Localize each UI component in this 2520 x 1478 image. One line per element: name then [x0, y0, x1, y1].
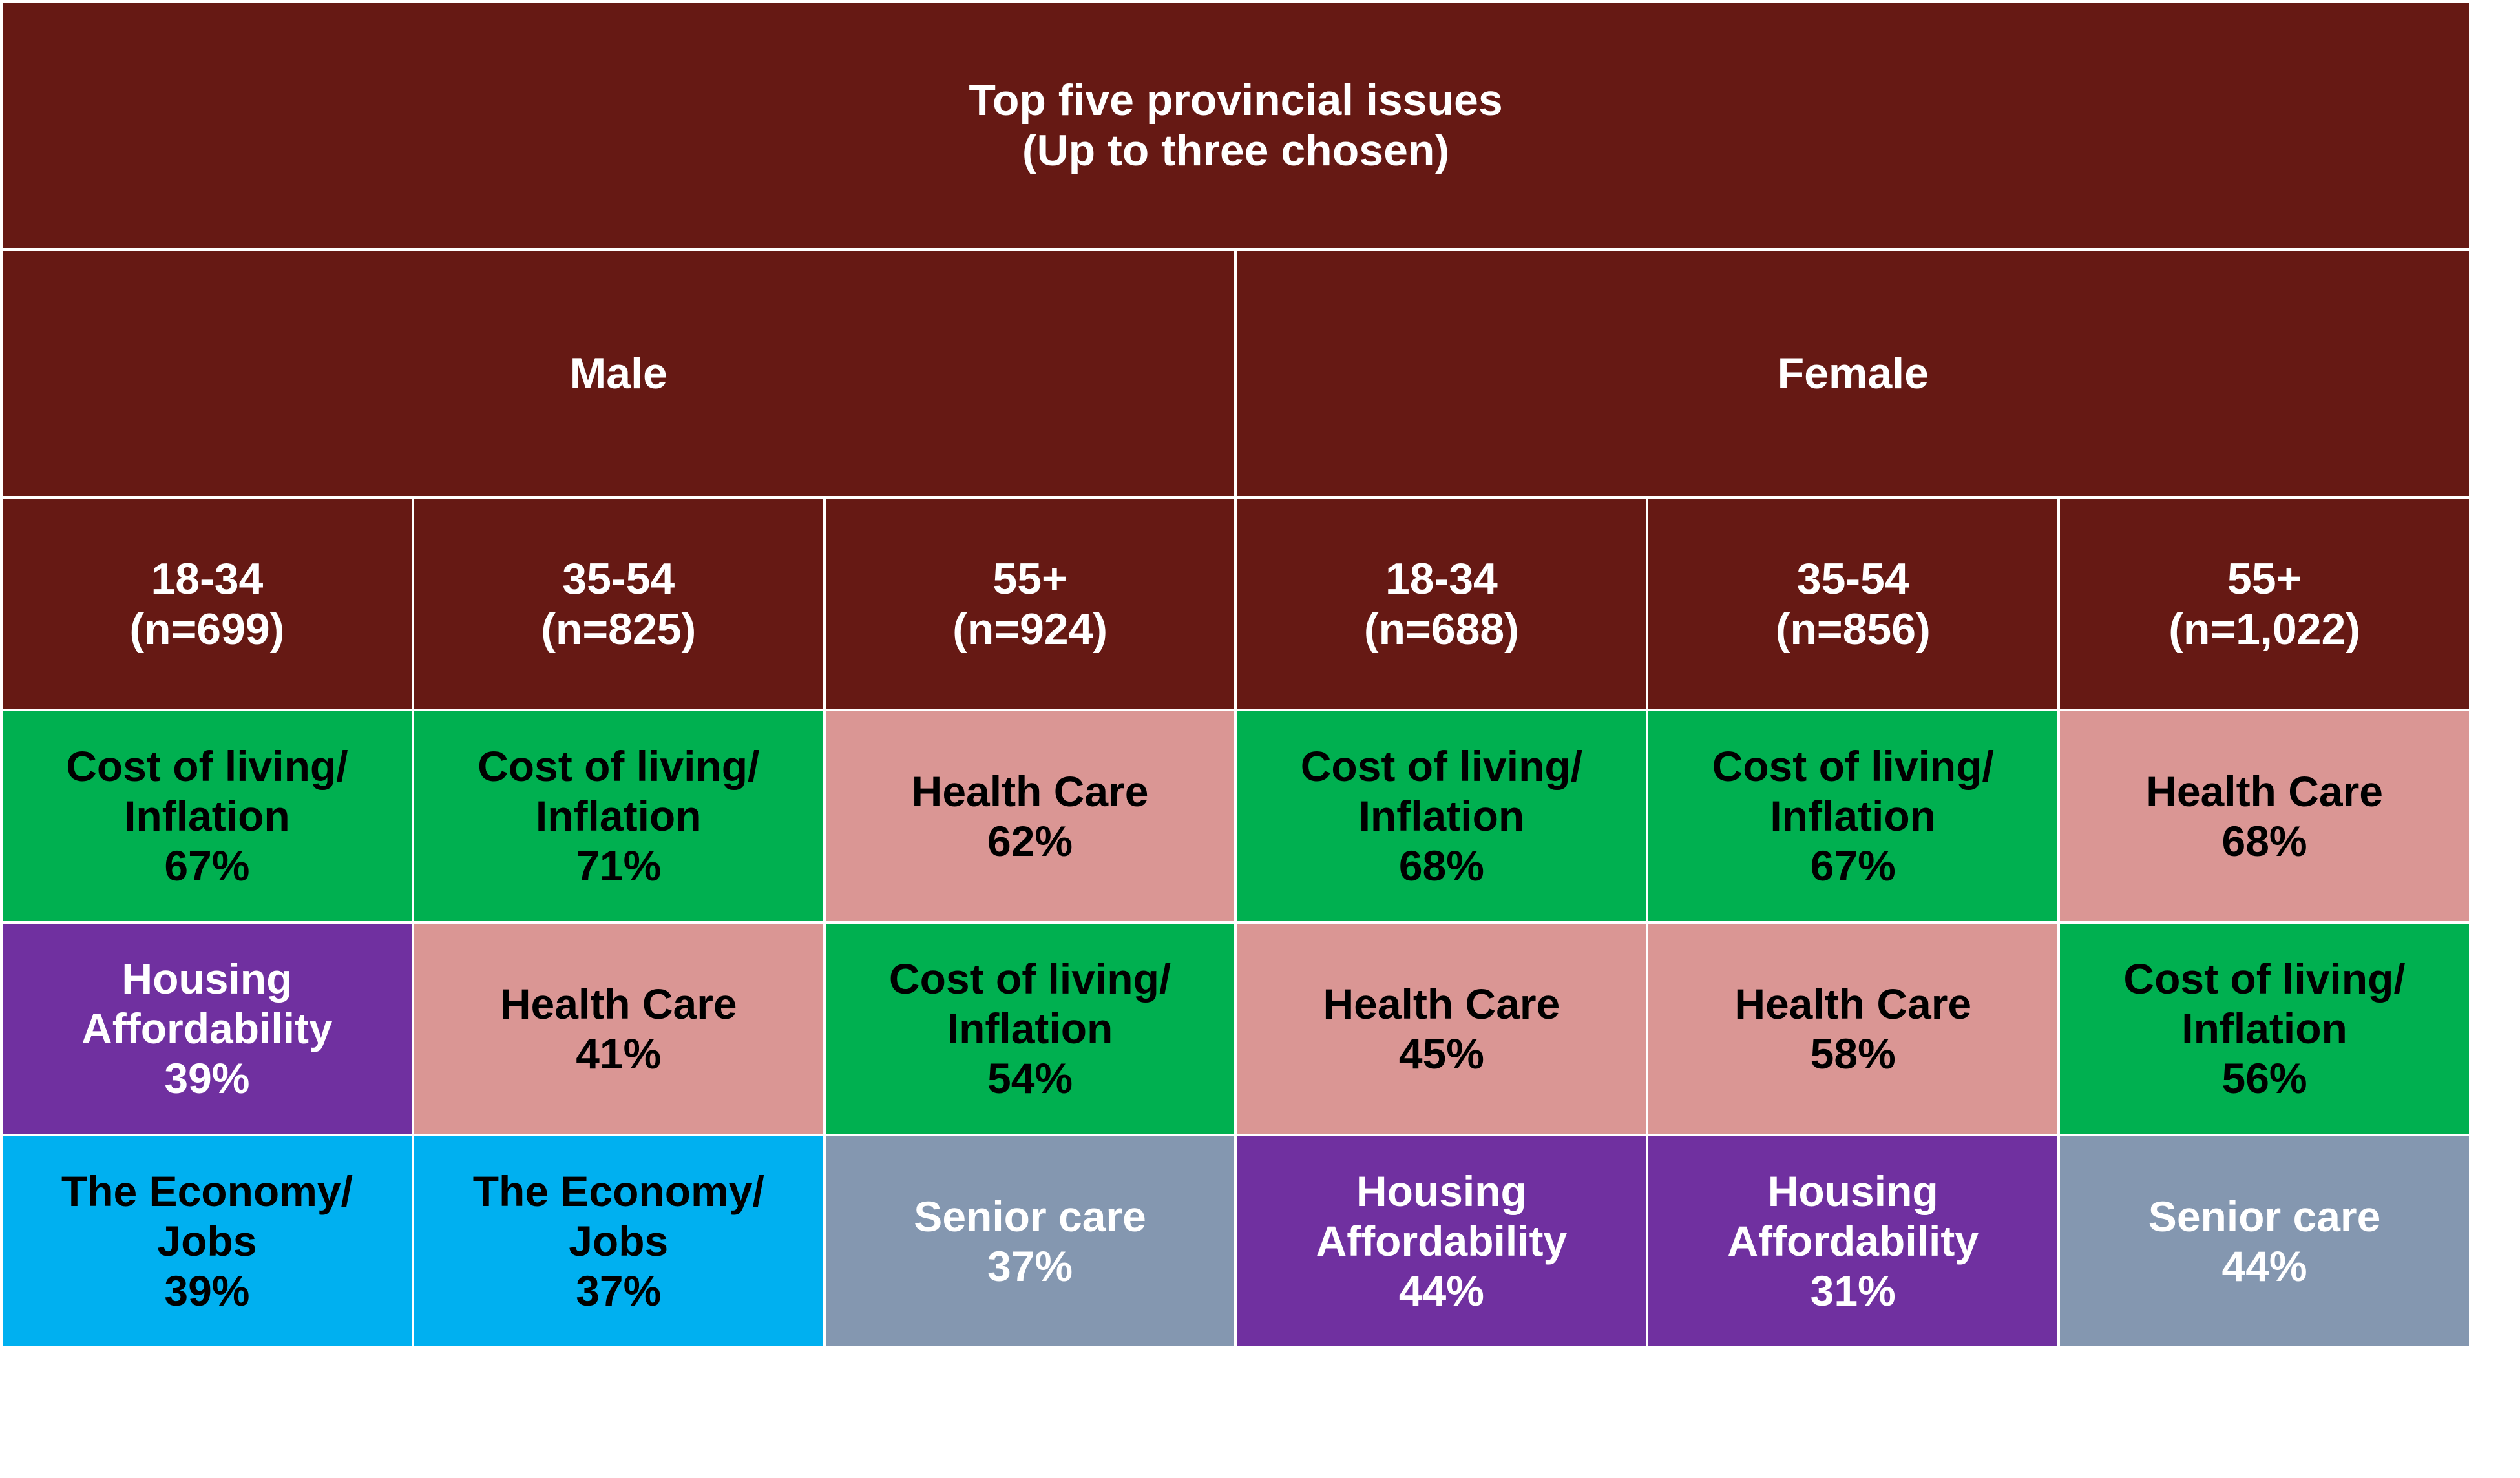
issue-percent: 54%	[987, 1054, 1073, 1102]
issue-cell-cost: Cost of living/Inflation 67%	[1646, 709, 2061, 924]
issue-cell-health: Health Care 58%	[1646, 921, 2061, 1136]
issue-rank-row-2: Housing Affordability 39% Health Care 41% Cos…	[0, 921, 2472, 1136]
sample-size-label: (n=924)	[952, 604, 1108, 654]
issue-label: Health Care	[499, 979, 737, 1028]
issue-percent: 68%	[1398, 842, 1484, 890]
issue-label: Cost of living/	[478, 742, 760, 790]
issue-label: Jobs	[569, 1217, 669, 1265]
gender-header-female: Female	[1234, 248, 2472, 499]
issue-percent: 37%	[987, 1242, 1073, 1290]
issue-cell-health: Health Care 68%	[2057, 709, 2472, 924]
issue-cell-cost: Cost of living/Inflation 71%	[411, 709, 826, 924]
sample-size-label: (n=825)	[541, 604, 697, 654]
issue-rank-row-1: Cost of living/Inflation 67% Cost of livin…	[0, 709, 2472, 924]
issue-percent: 45%	[1398, 1029, 1484, 1077]
issue-cell-housing: Housing Affordability 44%	[1234, 1134, 1649, 1349]
issue-percent: 31%	[1810, 1267, 1896, 1315]
issue-label: Inflation	[947, 1004, 1113, 1052]
chart-subtitle: (Up to three chosen)	[1022, 126, 1450, 175]
age-group-header-female-4: 35-54 (n=856)	[1646, 496, 2061, 711]
issue-label: Cost of living/	[1712, 742, 1994, 790]
chart-title-cell: Top five provincial issues (Up to three …	[0, 0, 2472, 251]
issue-label: The Economy/	[61, 1167, 353, 1215]
age-row: 18-34 (n=699) 35-54 (n=825) 55+ (n=924) 18-34(…	[0, 496, 2472, 711]
issue-percent: 39%	[164, 1054, 250, 1102]
chart-title: Top five provincial issues	[969, 76, 1503, 125]
age-group-header-male-1: 35-54 (n=825)	[411, 496, 826, 711]
age-group-label: 55+	[992, 554, 1067, 603]
age-group-label: 35-54	[1796, 554, 1909, 603]
issue-label: Housing	[1767, 1167, 1938, 1215]
issues-table: Top five provincial issues (Up to three …	[0, 0, 2472, 1349]
issue-percent: 62%	[987, 817, 1073, 865]
issue-label: Inflation	[1770, 792, 1937, 840]
issue-cell-health: Health Care 41%	[411, 921, 826, 1136]
issue-rank-row-3: The Economy/Jobs 39% The Economy/Jobs 37% Se…	[0, 1134, 2472, 1349]
issue-cell-housing: Housing Affordability 39%	[0, 921, 414, 1136]
issue-percent: 44%	[1398, 1267, 1484, 1315]
age-group-label: 55+	[2227, 554, 2302, 603]
issue-label: Senior care	[2148, 1192, 2381, 1240]
issue-cell-cost: Cost of living/Inflation 56%	[2057, 921, 2472, 1136]
issue-cell-health: Health Care 45%	[1234, 921, 1649, 1136]
issue-percent: 68%	[2221, 817, 2307, 865]
issue-label: Cost of living/	[66, 742, 348, 790]
issue-label: Health Care	[911, 767, 1149, 815]
issue-percent: 44%	[2221, 1242, 2307, 1290]
sample-size-label: (n=688)	[1363, 604, 1519, 654]
issue-label: Senior care	[914, 1192, 1146, 1240]
gender-row: Male Female	[0, 248, 2472, 499]
age-group-label: 18-34	[1385, 554, 1498, 603]
issue-cell-housing: Housing Affordability 31%	[1646, 1134, 2061, 1349]
sample-size-label: (n=1,022)	[2168, 604, 2360, 654]
issue-cell-health: Health Care 62%	[823, 709, 1237, 924]
issue-label: Affordability	[1316, 1217, 1568, 1265]
issue-label: Housing	[121, 955, 293, 1003]
issue-label: Cost of living/	[1300, 742, 1583, 790]
issue-label: Affordability	[81, 1004, 333, 1052]
issue-percent: 67%	[164, 842, 250, 890]
issue-cell-economy: The Economy/Jobs 39%	[0, 1134, 414, 1349]
issue-label: Health Care	[1323, 979, 1560, 1028]
issue-label: Jobs	[157, 1217, 257, 1265]
issue-label: Cost of living/	[888, 955, 1171, 1003]
sample-size-label: (n=856)	[1775, 604, 1931, 654]
issue-label: Inflation	[124, 792, 290, 840]
issue-percent: 37%	[576, 1267, 662, 1315]
issue-label: Affordability	[1727, 1217, 1979, 1265]
issue-label: Inflation	[535, 792, 702, 840]
age-group-header-female-3: 18-34 (n=688)	[1234, 496, 1649, 711]
issue-label: Health Care	[2146, 767, 2383, 815]
issue-label: Cost of living/	[2123, 955, 2406, 1003]
issue-percent: 71%	[576, 842, 662, 890]
issues-table-body: Top five provincial issues (Up to three …	[0, 0, 2472, 1349]
issue-label: Inflation	[1358, 792, 1525, 840]
issue-label: The Economy/	[472, 1167, 764, 1215]
issue-label: Housing	[1356, 1167, 1527, 1215]
issue-percent: 39%	[164, 1267, 250, 1315]
age-group-header-male-2: 55+ (n=924)	[823, 496, 1237, 711]
issue-percent: 58%	[1810, 1029, 1896, 1077]
issue-percent: 41%	[576, 1029, 662, 1077]
age-group-header-male-0: 18-34 (n=699)	[0, 496, 414, 711]
title-row: Top five provincial issues (Up to three …	[0, 0, 2472, 251]
issue-cell-cost: Cost of living/Inflation 68%	[1234, 709, 1649, 924]
issue-cell-senior: Senior care 44%	[2057, 1134, 2472, 1349]
gender-header-male: Male	[0, 248, 1237, 499]
issue-percent: 56%	[2221, 1054, 2307, 1102]
sample-size-label: (n=699)	[129, 604, 285, 654]
issue-cell-cost: Cost of living/Inflation 54%	[823, 921, 1237, 1136]
issue-label: Health Care	[1734, 979, 1972, 1028]
age-group-label: 35-54	[562, 554, 675, 603]
issue-label: Inflation	[2181, 1004, 2347, 1052]
issue-cell-cost: Cost of living/Inflation 67%	[0, 709, 414, 924]
age-group-header-female-5: 55+ (n=1,022)	[2057, 496, 2472, 711]
issue-percent: 67%	[1810, 842, 1896, 890]
issue-cell-economy: The Economy/Jobs 37%	[411, 1134, 826, 1349]
age-group-label: 18-34	[151, 554, 264, 603]
issue-cell-senior: Senior care 37%	[823, 1134, 1237, 1349]
